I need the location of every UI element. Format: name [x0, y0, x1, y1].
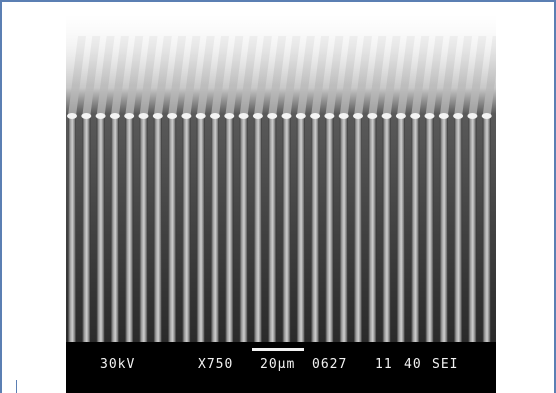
magnification: X750 [198, 357, 234, 372]
pillar [382, 116, 391, 342]
pillar-tip-highlight [124, 113, 135, 119]
pillar-tip-highlight [324, 113, 335, 119]
sem-micrograph: 30kV X750 20μm 0627 11 40 SEI [66, 16, 496, 393]
frame-corner-mark [16, 380, 17, 393]
image-id: 0627 [312, 357, 348, 372]
pillar [282, 116, 291, 342]
pillar [311, 116, 320, 342]
pillar [482, 116, 491, 342]
pillar [439, 116, 448, 342]
pillar [139, 116, 148, 342]
pillar-columns [68, 116, 491, 342]
pillar [82, 116, 91, 342]
scale-bar-label: 20μm [260, 357, 296, 372]
pillar [368, 116, 377, 342]
pillar-tip-highlight [481, 113, 492, 119]
pillar-tip-highlight [109, 113, 120, 119]
pillar-tip-highlight [353, 113, 363, 119]
info-field-1: 11 [375, 357, 393, 372]
accelerating-voltage: 30kV [100, 357, 136, 372]
pillar-tip-highlight [210, 113, 220, 119]
pillar-tip-highlight [267, 113, 278, 119]
pillar-tip-highlight [281, 113, 292, 119]
pillar [196, 116, 205, 342]
pillar [325, 116, 334, 342]
pillar-tip-highlight [181, 113, 192, 119]
pillar [168, 116, 177, 342]
pillar-tip-highlight [81, 113, 92, 119]
pillar-tip-highlight [138, 113, 149, 119]
pillar-tip-highlight [95, 113, 106, 119]
pillar [125, 116, 134, 342]
pillar-tip-highlight [424, 113, 435, 119]
pillar [425, 116, 434, 342]
info-field-2: 40 [404, 357, 422, 372]
micropillar-array-image [66, 16, 496, 342]
pillar [211, 116, 219, 342]
pillar-tip-highlight [167, 113, 178, 119]
pillar-tip-highlight [381, 113, 392, 119]
pillar-tip-highlight [467, 113, 478, 119]
pillar-tip-highlight [238, 113, 249, 119]
pillar-tip-highlight [152, 113, 163, 119]
pillar-tip-highlight [395, 113, 406, 119]
pillar [253, 116, 262, 342]
pillar [110, 116, 119, 342]
pillar [225, 116, 234, 342]
pillar-tip-highlight [410, 113, 421, 119]
pillar [182, 116, 191, 342]
pillar [296, 116, 305, 342]
pillar [153, 116, 162, 342]
pillar-tip-highlight [252, 113, 263, 119]
pillar [96, 116, 105, 342]
pillar [454, 116, 463, 342]
pillar-tip-highlight [67, 113, 77, 119]
pillar [396, 116, 405, 342]
pillar-tip-highlight [224, 113, 235, 119]
pillar-tip-highlight [310, 113, 321, 119]
pillar-tip-highlight [438, 113, 449, 119]
pillar-tip-highlight [195, 113, 206, 119]
pillar [411, 116, 420, 342]
pillar [239, 116, 248, 342]
pillar [468, 116, 477, 342]
pillar [339, 116, 348, 342]
pillar [68, 116, 76, 342]
pillar [268, 116, 277, 342]
pillar-tip-highlight [295, 113, 306, 119]
sem-data-bar: 30kV X750 20μm 0627 11 40 SEI [66, 342, 496, 393]
detector-mode: SEI [432, 357, 459, 372]
pillar-tip-highlight [338, 113, 349, 119]
pillar-tip-highlight [453, 113, 464, 119]
scale-bar [252, 348, 304, 351]
pillar [354, 116, 362, 342]
pillar-tip-highlight [367, 113, 378, 119]
